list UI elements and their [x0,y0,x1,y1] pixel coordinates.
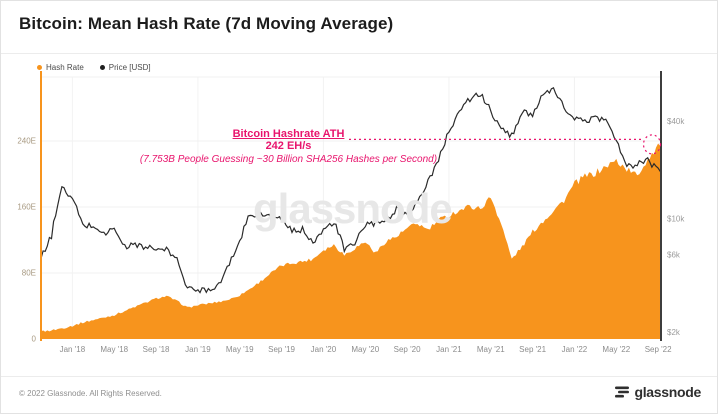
legend-dot-icon [37,65,42,70]
hash-rate-area [41,143,661,339]
y-right-tick-label: $10k [667,215,685,224]
legend-label: Hash Rate [46,63,84,72]
x-tick-label: Sep '22 [645,345,672,354]
legend-item-hash-rate[interactable]: Hash Rate [37,63,84,72]
x-tick-label: Jan '22 [562,345,588,354]
page-title: Bitcoin: Mean Hash Rate (7d Moving Avera… [19,14,394,33]
legend-label: Price [USD] [108,63,151,72]
ath-circle-marker [642,134,662,155]
price-line [41,86,661,294]
header-divider [1,53,717,54]
glassnode-logo: glassnode [615,384,701,400]
ath-annotation: Bitcoin Hashrate ATH 242 EH/s (7.753B Pe… [116,128,461,165]
x-tick-label: Sep '19 [268,345,295,354]
ath-annotation-value: 242 EH/s [265,140,312,153]
glassnode-logo-text: glassnode [634,384,701,400]
y-left-tick-label: 0 [32,335,37,344]
x-tick-label: Sep '20 [394,345,421,354]
y-left-tick-label: 240E [17,137,36,146]
ath-annotation-subtitle: (7.753B People Guessing ~30 Billion SHA2… [139,153,438,165]
y-right-tick-label: $6k [667,250,681,259]
x-tick-label: Jan '20 [311,345,337,354]
x-tick-label: May '21 [477,345,505,354]
legend-item-price[interactable]: Price [USD] [99,63,151,72]
y-left-tick-label: 80E [22,269,36,278]
x-tick-label: Sep '21 [519,345,546,354]
ath-annotation-title: Bitcoin Hashrate ATH [232,128,345,140]
x-tick-label: May '18 [100,345,128,354]
glassnode-logo-icon [615,386,630,398]
footer-divider [1,376,717,377]
y-left-tick-label: 160E [17,203,36,212]
x-tick-label: Jan '19 [185,345,211,354]
y-right-tick-label: $2k [667,328,681,337]
x-tick-label: Jan '18 [60,345,86,354]
y-right-tick-label: $40k [667,117,685,126]
glassnode-watermark: glassnode [253,185,453,232]
x-tick-label: May '20 [351,345,379,354]
x-tick-label: May '22 [602,345,630,354]
chart-legend: Hash Rate Price [USD] [37,63,151,72]
legend-dot-icon [99,65,105,70]
copyright-text: © 2022 Glassnode. All Rights Reserved. [19,389,162,398]
x-tick-label: Sep '18 [143,345,170,354]
x-tick-label: May '19 [226,345,254,354]
x-tick-label: Jan '21 [436,345,462,354]
